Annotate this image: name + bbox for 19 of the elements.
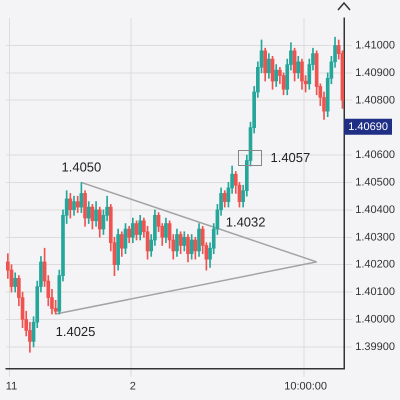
y-tick-label: 1.40500: [355, 176, 396, 188]
annotation: 1.4025: [56, 324, 96, 340]
y-tick-label: 1.41000: [355, 39, 396, 52]
y-tick-label: 1.40800: [355, 94, 396, 106]
y-tick-label: 1.40900: [355, 66, 396, 79]
annotation: 1.4032: [226, 214, 266, 230]
y-tick-label: 1.40400: [355, 204, 396, 216]
y-tick-label: 1.40300: [355, 231, 396, 244]
y-tick-label: 1.40200: [355, 258, 396, 271]
text: 1.40690: [348, 120, 388, 133]
y-tick-label: 1.40600: [355, 149, 396, 162]
x-tick-label: 2: [130, 380, 136, 392]
y-tick-label: 1.40100: [355, 286, 396, 298]
y-tick-label: 1.40000: [355, 314, 396, 326]
annotation: 1.4050: [61, 160, 102, 175]
y-tick-label: 1.39900: [355, 340, 396, 353]
x-tick-label: 11: [6, 380, 18, 392]
annotation: 1.4057: [270, 150, 310, 165]
x-tick-label: 10:00:00: [284, 380, 328, 392]
